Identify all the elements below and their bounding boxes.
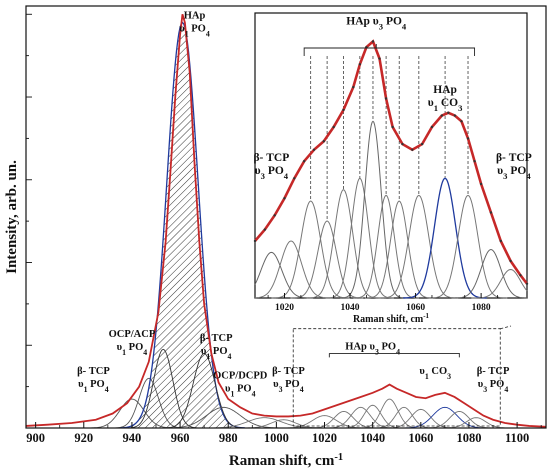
inset-data-point [447, 111, 450, 114]
inset-data-point [453, 114, 457, 117]
inset-frame [254, 12, 528, 299]
inset-component-4 [306, 189, 380, 299]
inset-annotation-3-line-0: β- TCP [496, 152, 532, 164]
annotation-4-line-0: OCP/DCPD [213, 370, 268, 381]
component-peak-3 [119, 21, 246, 429]
annotation-3-line-0: β- TCP [200, 333, 233, 344]
inset-component-10 [403, 177, 487, 299]
inset-data-point [509, 259, 512, 263]
annotation-6-line-0: HAp υ3 PO4 [345, 341, 400, 356]
inset-data-point [420, 142, 424, 146]
annotation-0-line-1: υ1 PO4 [179, 23, 210, 38]
inset-x-tick-label: 1080 [472, 303, 491, 313]
x-tick-label: 960 [171, 431, 190, 445]
inset-component-5 [325, 177, 394, 299]
y-axis-title: Intensity, arb. un. [4, 160, 20, 274]
inset-x-tick-label: 1020 [275, 303, 294, 313]
x-tick-label: 1000 [264, 431, 289, 445]
main-plot-area: 900 920 940 960 980 1000 1020 1040 1060 1080 1100 R… [4, 5, 547, 470]
inset-x-axis-title: Raman shift, cm-1 [353, 312, 430, 325]
x-tick-label: 1020 [312, 431, 337, 445]
inset-data-point [430, 125, 434, 129]
inset-data-point [378, 57, 381, 60]
inset-data-point [322, 140, 326, 143]
x-tick-label: 1080 [456, 431, 481, 445]
plot-frame [25, 5, 547, 429]
inset-data-point [519, 274, 522, 277]
inset-annotation-2-line-1: υ3 PO4 [255, 165, 289, 181]
zoom-region-box [292, 328, 501, 427]
inset-data-point [391, 125, 394, 129]
x-tick-label: 1040 [360, 431, 385, 445]
annotation-2-line-0: β- TCP [77, 366, 110, 377]
inset-data-point [273, 214, 276, 217]
inset-data-point [401, 142, 404, 146]
annotation-3-line-1: υ1 PO4 [201, 346, 232, 361]
annotation-1-line-0: OCP/ACP [109, 329, 156, 340]
inset-data-point [342, 108, 345, 112]
x-tick-label: 980 [219, 431, 238, 445]
inset-data-point [283, 197, 286, 200]
x-tick-label: 1100 [505, 431, 529, 445]
annotation-7-line-0: υ1 CO3 [419, 366, 451, 381]
inset-annotation-1-line-1: υ1 CO3 [428, 97, 463, 113]
inset-component-1 [254, 240, 333, 299]
annotation-2-line-1: υ1 PO4 [78, 379, 109, 394]
component-fill-3 [119, 22, 246, 428]
inset-x-tick-label: 1060 [406, 303, 425, 313]
x-tick-label: 920 [74, 431, 93, 445]
inset-component-13 [471, 268, 528, 299]
inset-component-0 [254, 251, 314, 299]
inset-data-point [332, 125, 335, 129]
inset-annotation-0-line-0: HAp υ3 PO4 [346, 15, 407, 31]
x-axis-title: Raman shift, cm-1 [229, 452, 343, 470]
inset-data-point [302, 160, 306, 163]
inset-annotation-1-line-0: HAp [433, 84, 457, 96]
inset-annotation-3-line-1: υ3 PO4 [497, 165, 531, 181]
inset-data-point [411, 148, 414, 151]
inset-plot-area: 1020 1040 1060 1080 Raman shift, cm-1 HAp υ3 … [253, 12, 532, 325]
inset-data-point [499, 239, 502, 243]
inset-data-point [473, 160, 476, 163]
inset-component-9 [379, 194, 459, 299]
inset-component-7 [353, 194, 419, 299]
inset-component-8 [365, 200, 434, 299]
annotation-0-line-0: HAp [184, 10, 206, 21]
inset-data-point [525, 282, 529, 285]
inset-data-point [352, 85, 355, 89]
annotation-4-line-1: υ1 PO4 [225, 383, 256, 398]
annotation-1-line-1: υ1 PO4 [117, 342, 148, 357]
component-peak-13 [370, 406, 438, 429]
inset-x-tick-label: 1040 [341, 303, 360, 313]
x-tick-label: 1060 [408, 431, 433, 445]
inset-brace [303, 44, 476, 56]
x-tick-label: 940 [123, 431, 142, 445]
annotation-8-line-1: υ3 PO4 [478, 379, 509, 394]
annotation-8-line-0: β- TCP [477, 366, 510, 377]
inset-data-point [384, 97, 388, 100]
inset-data-point [312, 148, 316, 151]
inset-data-point [489, 211, 493, 214]
annotation-5-line-1: υ3 PO4 [273, 379, 304, 394]
inset-data-point [466, 137, 470, 140]
envelope-line [25, 14, 547, 428]
zoom-connector [500, 325, 512, 330]
inset-annotation-2-line-0: β- TCP [254, 152, 290, 164]
inset-component-11 [428, 194, 508, 299]
inset-data-point [253, 239, 257, 243]
inset-data-point [440, 114, 443, 117]
main-brace [328, 352, 460, 358]
inset-component-3 [290, 220, 364, 299]
inset-component-12 [451, 249, 528, 299]
x-tick-label: 900 [26, 431, 45, 445]
inset-data-point [460, 120, 463, 123]
inset-data-point [293, 177, 296, 180]
annotation-5-line-0: β- TCP [272, 366, 305, 377]
inset-data-point [263, 228, 267, 231]
inset-data-point [479, 182, 483, 186]
inset-data-point [358, 63, 362, 66]
inset-data-point [371, 40, 375, 43]
